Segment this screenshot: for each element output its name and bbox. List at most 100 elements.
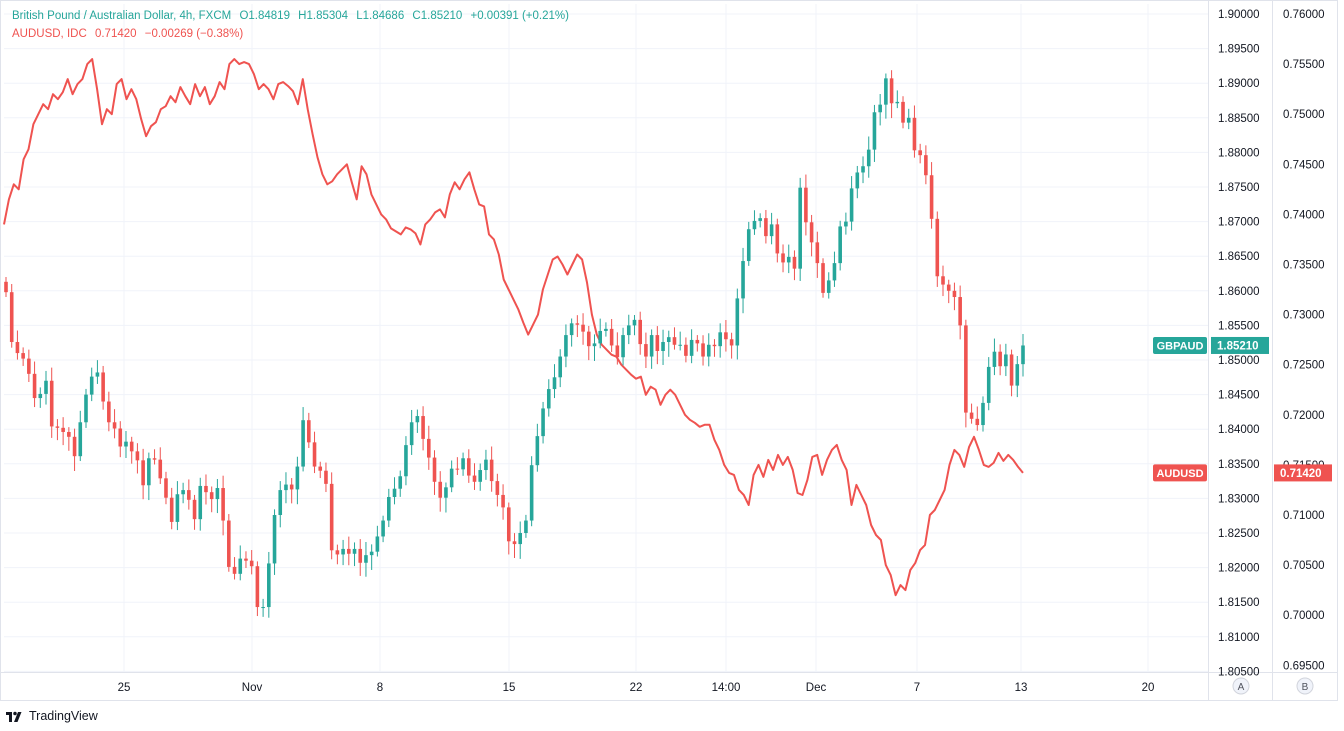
gbpaud-candle (392, 477, 397, 505)
gbpaud-candle (626, 314, 631, 345)
scale-button-b[interactable]: B (1296, 677, 1314, 695)
gbpaud-candle (284, 472, 288, 504)
chart-border (0, 0, 1338, 701)
gbpaud-candle (484, 449, 488, 480)
gbpaud-candle (1009, 349, 1014, 397)
gbpaud-candle (375, 525, 380, 557)
gbpaud-candle (312, 431, 317, 474)
gbpaud-legend-change: +0.00391 (+0.21%) (470, 10, 569, 22)
audusd-price-axis[interactable]: 0.76000 0.75500 0.75000 0.74500 0.74000 0.735… (1283, 9, 1325, 672)
gbpaud-candle (821, 258, 825, 298)
time-tick-label: 14:00 (712, 682, 741, 694)
gbpaud-candle (901, 96, 905, 129)
gbpaud-tick-label: 1.83500 (1218, 459, 1260, 471)
gbpaud-candle (129, 436, 134, 464)
gbpaud-candle (649, 329, 654, 369)
gbpaud-candle (735, 288, 740, 360)
gbpaud-candle (678, 331, 682, 351)
gbpaud-candle (324, 462, 328, 493)
gbpaud-candle (472, 463, 477, 490)
scale-button-a[interactable]: A (1232, 677, 1250, 695)
gbpaud-candle (72, 428, 77, 471)
gbpaud-tick-label: 1.90000 (1218, 9, 1260, 21)
audusd-legend[interactable]: AUDUSD, IDC 0.71420 −0.00269 (−0.38%) (12, 28, 248, 40)
gbpaud-candle (792, 250, 797, 281)
gbpaud-candle (952, 282, 957, 311)
gbpaud-candle (289, 478, 294, 504)
gbpaud-tick-label: 1.83000 (1218, 493, 1260, 505)
gbpaud-candle (621, 327, 625, 366)
gbpaud-candle (238, 545, 243, 581)
gbpaud-candle (615, 332, 620, 365)
gbpaud-legend-name: British Pound / Australian Dollar, 4h, F… (12, 10, 232, 22)
svg-text:1.85210: 1.85210 (1217, 340, 1259, 352)
gbpaud-candle (249, 550, 254, 575)
gbpaud-candle (1021, 333, 1025, 377)
audusd-tick-label: 0.75500 (1283, 59, 1325, 71)
gbpaud-tick-label: 1.82500 (1218, 528, 1260, 540)
gbpaud-candle (449, 460, 454, 493)
gbpaud-candle (209, 486, 214, 513)
gbpaud-candle (455, 457, 460, 476)
gbpaud-candle (198, 477, 203, 531)
gbpaud-candle (55, 419, 60, 441)
gbpaud-candle (352, 542, 357, 567)
gbpaud-legend-high: H1.85304 (298, 10, 349, 22)
gbpaud-candle (32, 361, 37, 408)
gbpaud-candle (432, 450, 437, 495)
gbpaud-candle (775, 218, 780, 263)
gbpaud-candle (38, 387, 43, 408)
time-tick-label: Nov (242, 682, 263, 694)
gbpaud-candle (849, 176, 854, 231)
time-axis[interactable]: 25 Nov 8 15 22 14:00 Dec 7 13 20 A B (118, 677, 1314, 695)
gbpaud-candle (935, 211, 940, 287)
gbpaud-candle (564, 324, 568, 368)
gbpaud-candle (826, 272, 831, 299)
gbpaud-price-axis[interactable]: 1.90000 1.89500 1.89000 1.88500 1.88000 1.875… (1218, 9, 1260, 678)
gbpaud-candle (78, 410, 83, 462)
gbpaud-tick-label: 1.85000 (1218, 355, 1260, 367)
gbpaud-tick-label: 1.81000 (1218, 632, 1260, 644)
gbpaud-candle (489, 446, 494, 492)
gbpaud-candle (272, 509, 277, 575)
gbpaud-candle (244, 551, 248, 569)
gbpaud-candle (786, 244, 791, 274)
gbpaud-candle (781, 244, 785, 273)
gbpaud-candle (381, 515, 385, 543)
audusd-tick-label: 0.72500 (1283, 360, 1325, 372)
gbpaud-candle (969, 403, 974, 424)
gbpaud-candle (398, 470, 403, 497)
audusd-tick-label: 0.74500 (1283, 159, 1325, 171)
gbpaud-candle (301, 407, 305, 472)
gbpaud-candle (478, 463, 483, 491)
gbpaud-candle (135, 443, 140, 474)
gbpaud-candle (878, 93, 882, 126)
gbpaud-candle (866, 136, 871, 178)
gbpaud-candle (404, 436, 408, 486)
gbpaud-candle (347, 536, 351, 566)
tradingview-logo-text: TradingView (29, 709, 98, 723)
gbpaud-candle (672, 327, 677, 350)
gbpaud-candle (798, 177, 802, 281)
gbpaud-candle (946, 279, 951, 304)
gbpaud-candle (341, 539, 345, 566)
gbpaud-candle (964, 319, 968, 428)
gbpaud-legend[interactable]: British Pound / Australian Dollar, 4h, F… (12, 10, 574, 22)
time-tick-label: 22 (630, 682, 643, 694)
gbpaud-candle (581, 313, 585, 345)
audusd-tick-label: 0.72000 (1283, 410, 1325, 422)
gbpaud-candle (84, 388, 88, 428)
tradingview-logo[interactable]: TradingView (6, 709, 98, 723)
gbpaud-legend-open: O1.84819 (239, 10, 290, 22)
gbpaud-candle (958, 285, 962, 340)
gbpaud-candle (461, 452, 465, 476)
gbpaud-candle (569, 318, 574, 347)
gbpaud-candle (689, 329, 694, 364)
gbpaud-candle (147, 452, 151, 501)
gbpaud-candle (164, 471, 168, 505)
gbpaud-candle (855, 165, 860, 199)
gbpaud-candle (992, 338, 997, 376)
gbpaud-tick-label: 1.88500 (1218, 113, 1260, 125)
gbpaud-candle (998, 344, 1002, 376)
